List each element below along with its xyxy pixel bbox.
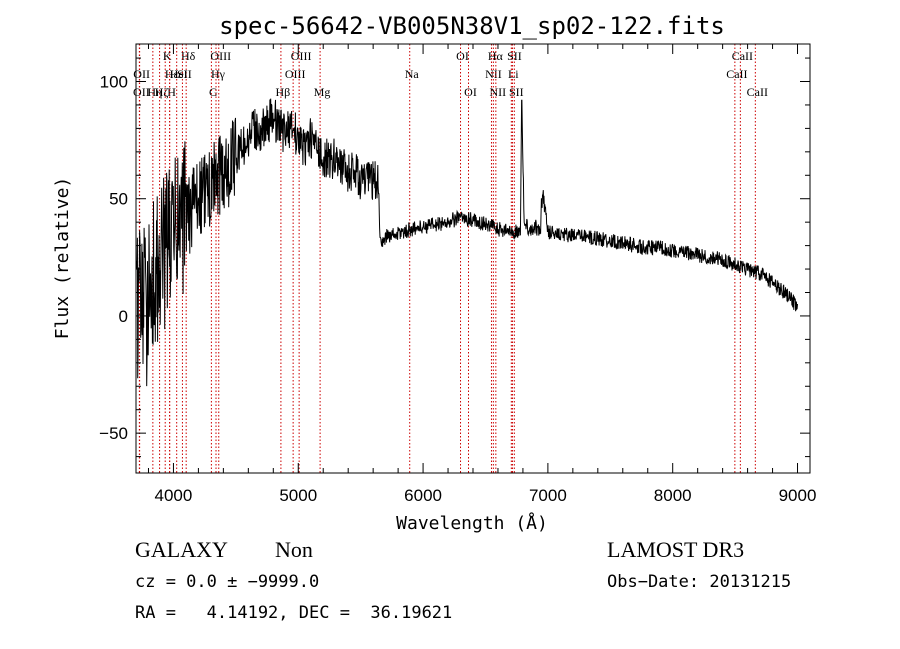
line-marker-label: OIII	[210, 49, 231, 63]
line-marker-label: Hβ	[276, 85, 291, 99]
line-marker-label: Mg	[314, 85, 331, 99]
line-marker-label: CaII	[726, 67, 747, 81]
x-axis-label: Wavelength (Å)	[396, 512, 548, 534]
y-axis-label: Flux (relative)	[52, 177, 73, 340]
chart-title: spec-56642-VB005N38V1_sp02-122.fits	[219, 12, 725, 40]
x-tick-label: 8000	[654, 486, 692, 505]
cz-line: cz = 0.0 ± −9999.0	[135, 572, 320, 592]
line-marker-label: OII	[133, 85, 150, 99]
x-tick-label: 5000	[279, 486, 317, 505]
spectrum-line	[136, 98, 798, 387]
line-marker-label: Li	[508, 67, 519, 81]
line-marker-label: SII	[509, 85, 524, 99]
line-marker-label: OIII	[285, 67, 306, 81]
line-marker-label: Hγ	[211, 67, 226, 81]
survey-label: LAMOST DR3	[607, 537, 745, 562]
axes: 4000 5000 6000 7000 8000 9000 −50 0 50 100	[99, 43, 817, 505]
x-tick-label: 9000	[779, 486, 817, 505]
line-marker-label: HeI	[170, 67, 188, 81]
line-marker-label: CaII	[747, 85, 768, 99]
line-marker-label: G	[209, 85, 218, 99]
subclass-label: Non	[275, 537, 313, 562]
y-tick-label: −50	[99, 424, 128, 443]
line-marker-label: NII	[485, 67, 502, 81]
line-marker-label: K	[163, 49, 172, 63]
line-marker-label: Hζ	[155, 85, 169, 99]
line-marker-label: Hδ	[181, 49, 196, 63]
obs-date-line: Obs−Date: 20131215	[607, 572, 792, 592]
plot-area	[136, 98, 798, 387]
line-marker-label: NII	[490, 85, 507, 99]
x-tick-label: 7000	[529, 486, 567, 505]
line-marker-label: OI	[464, 85, 477, 99]
line-marker-label: Na	[405, 67, 420, 81]
line-marker-label: CaII	[732, 49, 753, 63]
line-marker-label: OI	[456, 49, 469, 63]
class-label: GALAXY	[135, 537, 228, 562]
line-marker-label: Hη	[147, 85, 162, 99]
radec-line: RA = 4.14192, DEC = 36.19621	[135, 603, 453, 623]
line-marker-label: Hε	[165, 67, 179, 81]
y-tick-label: 100	[100, 73, 128, 92]
line-marker-label: H	[167, 85, 176, 99]
line-marker-label: SII	[177, 67, 192, 81]
x-tick-label: 6000	[404, 486, 442, 505]
x-tick-label: 4000	[155, 486, 193, 505]
line-marker-label: OIII	[291, 49, 312, 63]
y-tick-label: 0	[119, 307, 128, 326]
y-tick-label: 50	[109, 190, 128, 209]
line-markers: OIIOIIHηHζKHHεHeIHδSIIGHγOIIIHβOIIIOIIIM…	[133, 44, 768, 473]
line-marker-label: OII	[133, 67, 150, 81]
